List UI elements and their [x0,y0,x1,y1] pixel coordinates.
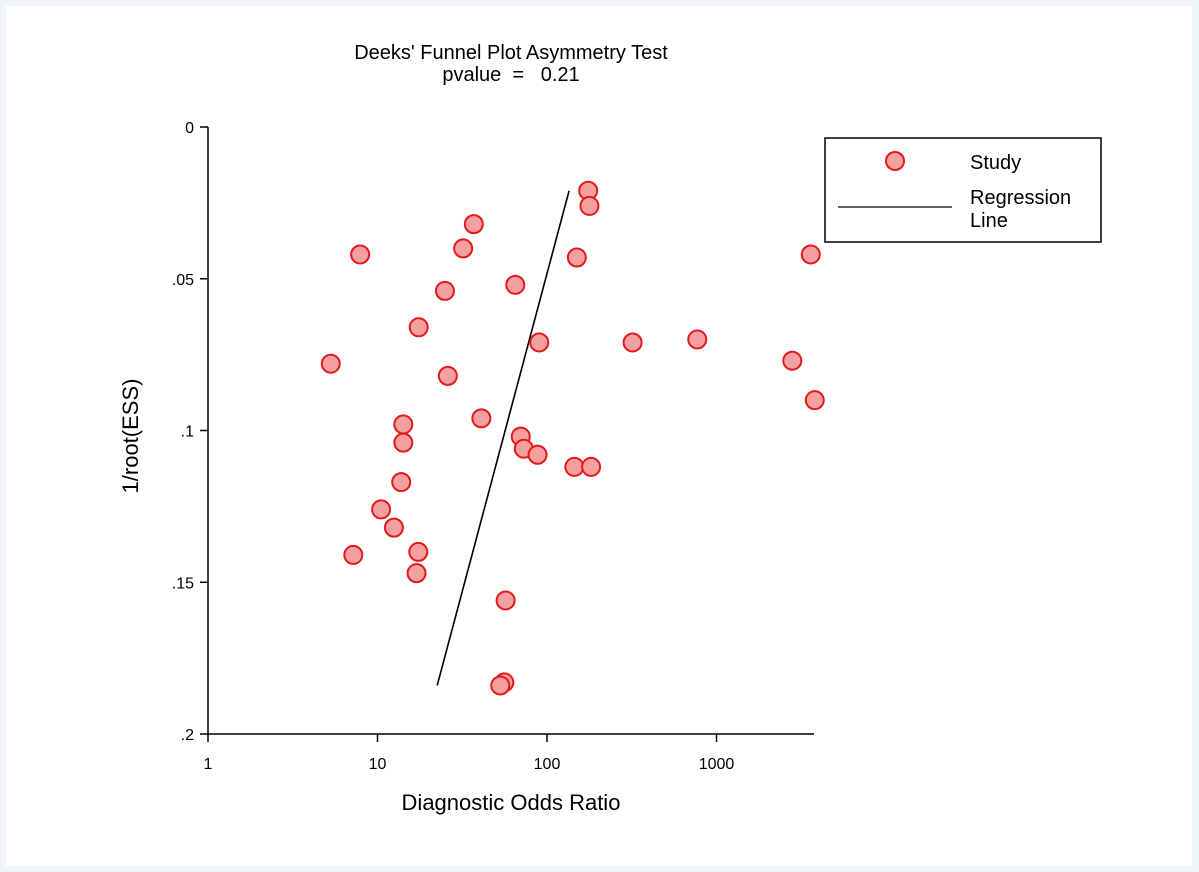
legend-marker-study [886,152,904,170]
chart-subtitle: pvalue = 0.21 [442,64,579,86]
y-tick-label: 0 [185,120,194,137]
study-point [624,333,642,351]
study-point [394,415,412,433]
legend-label-regression-1: Regression [970,187,1071,209]
legend: Study Regression Line [825,138,1101,242]
x-tick-label: 1 [204,756,213,773]
study-point [392,473,410,491]
y-tick-label: .1 [181,424,194,441]
regression-line [437,191,569,686]
x-axis-label: Diagnostic Odds Ratio [402,790,621,815]
study-point [568,249,586,267]
study-point [322,355,340,373]
study-point [409,543,427,561]
x-tick-label: 1000 [699,756,735,773]
study-point [497,591,515,609]
y-axis-label: 1/root(ESS) [118,379,143,494]
study-point [344,546,362,564]
study-point [688,330,706,348]
study-point [802,245,820,263]
study-point [565,458,583,476]
study-point [454,239,472,257]
study-point [394,434,412,452]
funnel-plot-chart: Deeks' Funnel Plot Asymmetry Test pvalue… [6,6,1192,866]
study-point [506,276,524,294]
study-point [529,446,547,464]
study-point [408,564,426,582]
legend-label-regression-2: Line [970,210,1008,232]
study-point [491,676,509,694]
y-tick-label: .05 [172,272,194,289]
study-point [783,352,801,370]
x-tick-label: 10 [369,756,387,773]
study-points [322,182,824,695]
legend-label-study: Study [970,152,1021,174]
study-point [806,391,824,409]
axes: 0 .05 .1 .15 .2 1 10 100 1000 [172,120,814,773]
study-point [410,318,428,336]
chart-frame: Deeks' Funnel Plot Asymmetry Test pvalue… [6,6,1192,866]
regression-line-group [437,191,569,686]
study-point [385,519,403,537]
study-point [472,409,490,427]
x-tick-label: 100 [534,756,561,773]
y-tick-label: .2 [181,727,194,744]
study-point [465,215,483,233]
chart-title: Deeks' Funnel Plot Asymmetry Test [354,42,668,64]
study-point [580,197,598,215]
study-point [582,458,600,476]
study-point [439,367,457,385]
study-point [530,333,548,351]
study-point [436,282,454,300]
study-point [372,500,390,518]
study-point [351,245,369,263]
y-tick-label: .15 [172,575,194,592]
